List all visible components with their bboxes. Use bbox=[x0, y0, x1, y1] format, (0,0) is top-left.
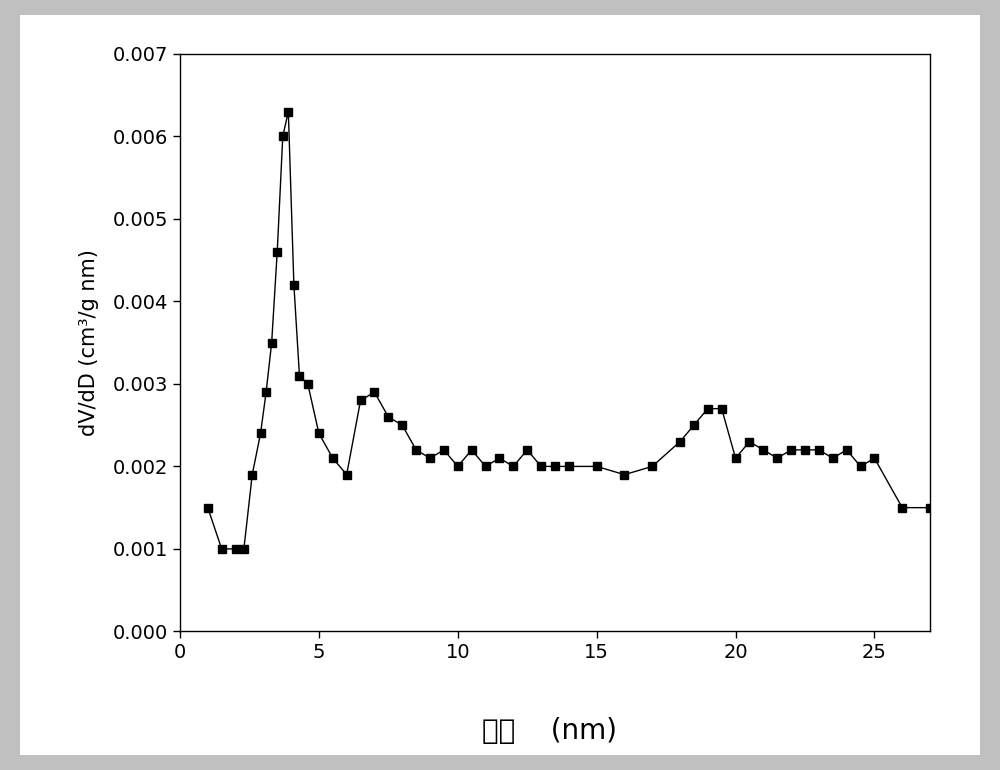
Y-axis label: dV/dD (cm³/g nm): dV/dD (cm³/g nm) bbox=[79, 249, 99, 436]
Text: 孔径    (nm): 孔径 (nm) bbox=[482, 718, 618, 745]
